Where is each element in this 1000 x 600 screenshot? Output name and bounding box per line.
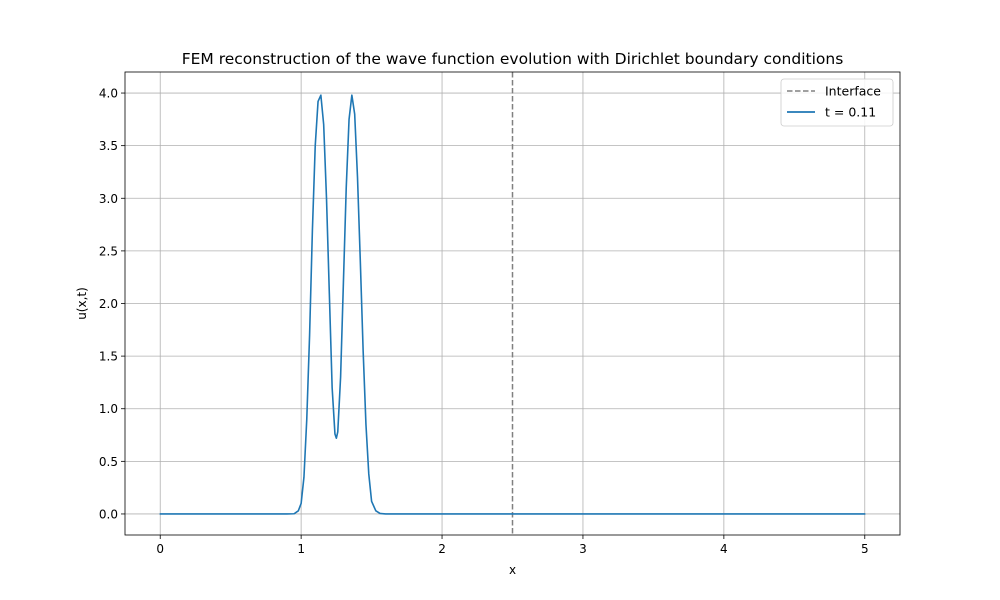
x-tick-label: 3 <box>579 542 587 556</box>
x-tick-label: 2 <box>438 542 446 556</box>
y-tick-label: 3.0 <box>99 192 118 206</box>
y-tick-label: 3.5 <box>99 139 118 153</box>
x-axis-label: x <box>509 563 516 577</box>
ticks: 0 1 2 3 4 5 0.0 0.5 1.0 1.5 2.0 2.5 3.0 3.5 4.0 <box>99 87 869 556</box>
y-tick-label: 1.5 <box>99 350 118 364</box>
chart-title: FEM reconstruction of the wave function … <box>182 50 844 68</box>
series-line <box>159 94 866 515</box>
x-tick-label: 5 <box>861 542 869 556</box>
legend-box <box>780 78 894 127</box>
legend: Interface t = 0.11 <box>780 78 894 127</box>
y-tick-label: 0.5 <box>99 455 118 469</box>
y-tick-label: 2.5 <box>99 244 118 258</box>
y-axis-label: u(x,t) <box>75 287 89 320</box>
y-tick-label: 1.0 <box>99 402 118 416</box>
x-tick-label: 0 <box>156 542 164 556</box>
legend-series-label: t = 0.11 <box>825 105 876 120</box>
x-tick-label: 1 <box>297 542 305 556</box>
x-tick-label: 4 <box>720 542 728 556</box>
y-tick-label: 0.0 <box>99 507 118 521</box>
series-layer <box>159 94 866 515</box>
y-tick-label: 4.0 <box>99 87 118 101</box>
y-tick-label: 2.0 <box>99 297 118 311</box>
legend-interface-label: Interface <box>825 84 881 99</box>
